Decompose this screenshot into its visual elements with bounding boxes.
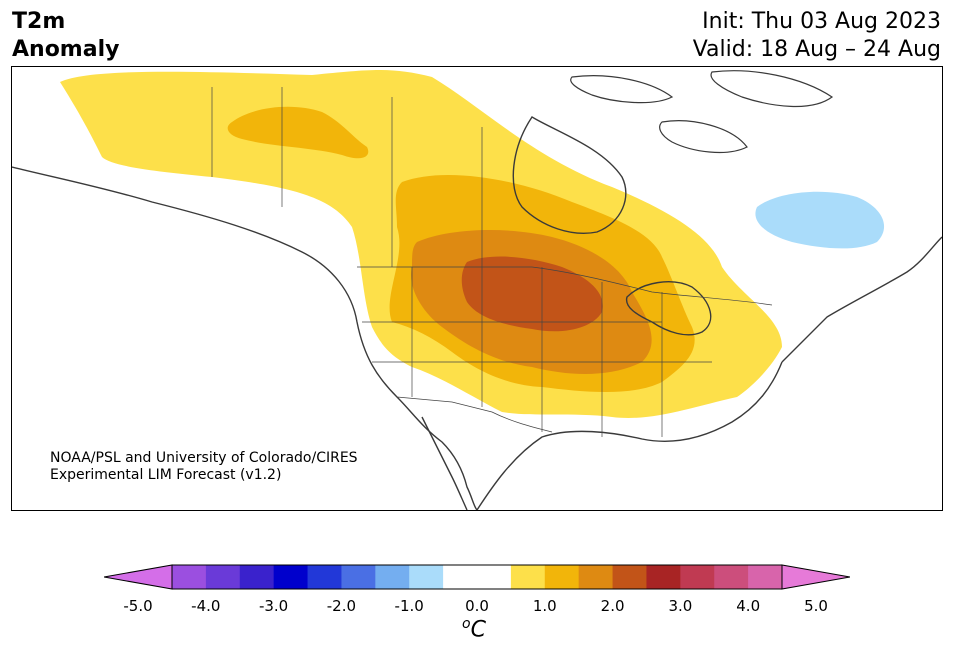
map-panel: NOAA/PSL and University of Colorado/CIRE… (11, 66, 943, 511)
colorbar-cell (510, 565, 546, 589)
colorbar-tick-label: 0.0 (465, 597, 489, 615)
colorbar-cell (205, 565, 241, 589)
colorbar-tick-label: 2.0 (600, 597, 625, 615)
unit-celsius: C (470, 617, 486, 643)
coastline-gulf (476, 361, 783, 510)
colorbar-tick-label: 5.0 (804, 597, 828, 615)
colorbar-tick-label: 4.0 (736, 597, 761, 615)
colorbar-outline (171, 564, 783, 590)
map-title: T2m Anomaly (12, 8, 119, 64)
great-lakes (625, 281, 712, 336)
colorbar-cell (443, 565, 478, 589)
colorbar-cell (341, 565, 376, 589)
mexico-baja (421, 416, 468, 510)
anomaly-contour-negative (755, 191, 885, 249)
colorbar-cell (714, 565, 749, 589)
colorbar-tick-label: 3.0 (668, 597, 693, 615)
hudson-bay (512, 116, 627, 234)
colorbar-cell (544, 565, 580, 589)
credit-line-1: NOAA/PSL and University of Colorado/CIRE… (50, 450, 358, 466)
credit-line-2: Experimental LIM Forecast (v1.2) (50, 467, 282, 483)
colorbar-tick-label: -5.0 (123, 597, 153, 615)
credit-text: NOAA/PSL and University of Colorado/CIRE… (50, 450, 358, 484)
anomaly-map (12, 70, 942, 510)
forecast-dates: Init: Thu 03 Aug 2023 Valid: 18 Aug – 24… (693, 8, 941, 64)
colorbar-tick-label: -2.0 (326, 597, 357, 615)
colorbar-tick-label: 1.0 (532, 597, 557, 615)
colorbar-cell (477, 565, 512, 589)
unit-degree: o (462, 616, 471, 632)
title-anomaly: Anomaly (12, 37, 120, 62)
island-outline (659, 120, 748, 153)
colorbar-cell (748, 565, 783, 589)
title-variable: T2m (12, 9, 66, 34)
island-outline (570, 75, 674, 104)
colorbar-cell (409, 565, 444, 589)
colorbar-cell (307, 565, 342, 589)
us-mexico-border (396, 396, 553, 433)
colorbar-cell (612, 565, 647, 589)
us-canada-border (357, 266, 773, 306)
init-date: Init: Thu 03 Aug 2023 (702, 9, 941, 34)
valid-range: Valid: 18 Aug – 24 Aug (692, 37, 941, 62)
colorbar-cell (578, 565, 614, 589)
colorbar-cell (375, 565, 410, 589)
coastline-east (781, 236, 942, 363)
colorbar (104, 564, 850, 590)
colorbar-arrow-low (104, 564, 173, 590)
colorbar-cell (239, 565, 275, 589)
colorbar-cell (680, 565, 715, 589)
colorbar-tick-label: -3.0 (258, 597, 289, 615)
anomaly-contour-2p0 (461, 256, 603, 332)
colorbar-cell (273, 565, 309, 589)
island-outline (710, 70, 834, 107)
coastline-west (12, 166, 478, 510)
colorbar-arrow-high (781, 564, 850, 590)
colorbar-unit: oC (462, 616, 486, 642)
colorbar-cell (172, 565, 207, 589)
colorbar-cell (646, 565, 681, 589)
colorbar-tick-label: -4.0 (191, 597, 221, 615)
arctic-islands (570, 70, 834, 153)
colorbar-tick-label: -1.0 (394, 597, 424, 615)
anomaly-contour-1p0-north (227, 106, 369, 159)
colorbar-ticks: -5.0 -4.0 -3.0 -2.0 -1.0 0.0 1.0 2.0 3.0 4.0 5.0 (0, 597, 953, 617)
